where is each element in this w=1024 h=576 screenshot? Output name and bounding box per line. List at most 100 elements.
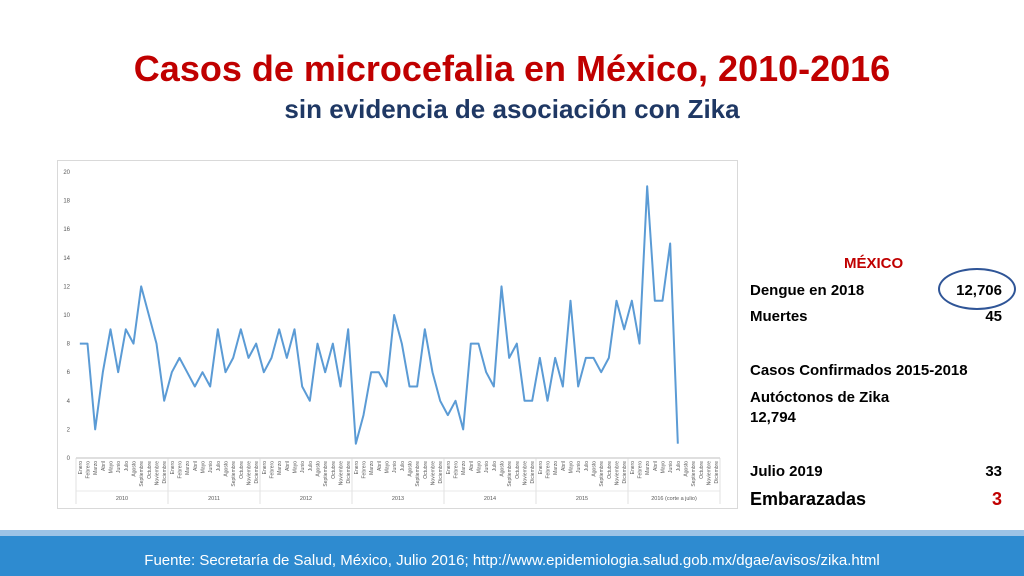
month-tick-label: Julio: [124, 461, 130, 472]
month-tick-label: Agosto: [408, 461, 414, 477]
month-tick-label: Septiembre: [139, 461, 145, 487]
month-tick-label: Diciembre: [714, 461, 720, 484]
month-tick-label: Julio: [492, 461, 498, 472]
year-label: 2013: [392, 496, 404, 502]
month-tick-label: Marzo: [277, 461, 283, 475]
month-tick-label: Julio: [676, 461, 682, 472]
year-label: 2011: [208, 496, 220, 502]
slide-title: Casos de microcefalia en México, 2010-20…: [133, 48, 891, 89]
month-tick-label: Marzo: [645, 461, 651, 475]
month-tick-label: Agosto: [316, 461, 322, 477]
month-tick-label: Febrero: [86, 461, 92, 479]
footer-source-text: Fuente: Secretaría de Salud, México, Jul…: [144, 552, 880, 569]
month-tick-label: Enero: [446, 461, 452, 475]
month-tick-label: Octubre: [607, 461, 613, 479]
month-tick-label: Enero: [262, 461, 268, 475]
y-tick-label: 14: [63, 256, 70, 262]
month-tick-label: Agosto: [500, 461, 506, 477]
year-label: 2012: [300, 496, 312, 502]
month-tick-label: Agosto: [684, 461, 690, 477]
month-tick-label: Marzo: [553, 461, 559, 475]
autoctonos-value: 12,794: [750, 409, 796, 426]
month-tick-label: Enero: [630, 461, 636, 475]
month-tick-label: Septiembre: [691, 461, 697, 487]
month-tick-label: Febrero: [546, 461, 552, 479]
month-tick-label: Octubre: [239, 461, 245, 479]
month-tick-label: Agosto: [132, 461, 138, 477]
y-tick-label: 8: [67, 342, 71, 348]
month-tick-label: Junio: [484, 461, 490, 473]
month-tick-label: Septiembre: [323, 461, 329, 487]
casos-label: Casos Confirmados 2015-2018: [750, 362, 968, 379]
month-tick-label: Julio: [400, 461, 406, 472]
data-series-line: [79, 185, 679, 445]
month-tick-label: Enero: [78, 461, 84, 475]
month-tick-label: Agosto: [224, 461, 230, 477]
month-tick-label: Octubre: [699, 461, 705, 479]
month-tick-label: Abril: [377, 461, 383, 471]
month-tick-label: Octubre: [331, 461, 337, 479]
year-label: 2016 (corte a julio): [651, 496, 697, 502]
month-tick-label: Noviembre: [615, 461, 621, 485]
month-tick-label: Septiembre: [599, 461, 605, 487]
year-label: 2015: [576, 496, 588, 502]
month-tick-label: Junio: [668, 461, 674, 473]
autoctonos-label: Autóctonos de Zika: [750, 389, 890, 406]
embarazadas-label: Embarazadas: [750, 489, 867, 509]
panel-heading: MÉXICO: [844, 255, 904, 272]
y-tick-label: 4: [67, 399, 71, 405]
month-tick-label: Junio: [300, 461, 306, 473]
month-tick-label: Noviembre: [339, 461, 345, 485]
month-tick-label: Enero: [170, 461, 176, 475]
dengue-label: Dengue en 2018: [750, 282, 865, 299]
month-tick-label: Mayo: [201, 461, 207, 473]
month-tick-label: Noviembre: [707, 461, 713, 485]
muertes-value: 45: [985, 308, 1002, 325]
month-tick-label: Diciembre: [622, 461, 628, 484]
month-tick-label: Febrero: [638, 461, 644, 479]
highlight-circle: [938, 268, 1016, 310]
month-tick-label: Abril: [469, 461, 475, 471]
y-tick-label: 12: [63, 284, 70, 290]
month-tick-label: Octubre: [515, 461, 521, 479]
month-tick-label: Septiembre: [231, 461, 237, 487]
year-label: 2010: [116, 496, 128, 502]
month-tick-label: Enero: [538, 461, 544, 475]
month-tick-label: Abril: [285, 461, 291, 471]
month-tick-label: Julio: [308, 461, 314, 472]
month-tick-label: Septiembre: [415, 461, 421, 487]
month-tick-label: Diciembre: [162, 461, 168, 484]
footer-bar: Fuente: Secretaría de Salud, México, Jul…: [0, 530, 1024, 576]
microcephaly-chart: 0 2 4 6 8 10 12 14 16 18 20 Enero Febrero Marzo Abril M…: [57, 160, 738, 509]
month-tick-label: Marzo: [461, 461, 467, 475]
month-tick-label: Noviembre: [431, 461, 437, 485]
y-tick-label: 10: [63, 313, 70, 319]
month-tick-label: Enero: [354, 461, 360, 475]
month-tick-label: Mayo: [385, 461, 391, 473]
month-tick-label: Agosto: [592, 461, 598, 477]
month-tick-label: Marzo: [185, 461, 191, 475]
month-tick-label: Abril: [653, 461, 659, 471]
y-tick-label: 16: [63, 227, 70, 233]
month-tick-label: Abril: [561, 461, 567, 471]
month-tick-label: Marzo: [369, 461, 375, 475]
month-tick-label: Diciembre: [254, 461, 260, 484]
dengue-value: 12,706: [956, 282, 1002, 299]
month-tick-label: Octubre: [147, 461, 153, 479]
month-tick-label: Diciembre: [346, 461, 352, 484]
y-tick-label: 20: [63, 170, 70, 176]
month-tick-label: Febrero: [454, 461, 460, 479]
slide-subtitle: sin evidencia de asociación con Zika: [284, 94, 740, 124]
month-tick-label: Febrero: [178, 461, 184, 479]
month-tick-label: Septiembre: [507, 461, 513, 487]
month-tick-label: Mayo: [569, 461, 575, 473]
month-tick-label: Junio: [576, 461, 582, 473]
month-tick-label: Octubre: [423, 461, 429, 479]
y-tick-label: 18: [63, 199, 70, 205]
muertes-label: Muertes: [750, 308, 808, 325]
month-tick-label: Mayo: [293, 461, 299, 473]
month-tick-label: Junio: [208, 461, 214, 473]
year-label: 2014: [484, 496, 496, 502]
month-tick-label: Febrero: [362, 461, 368, 479]
y-tick-label: 6: [67, 370, 71, 376]
